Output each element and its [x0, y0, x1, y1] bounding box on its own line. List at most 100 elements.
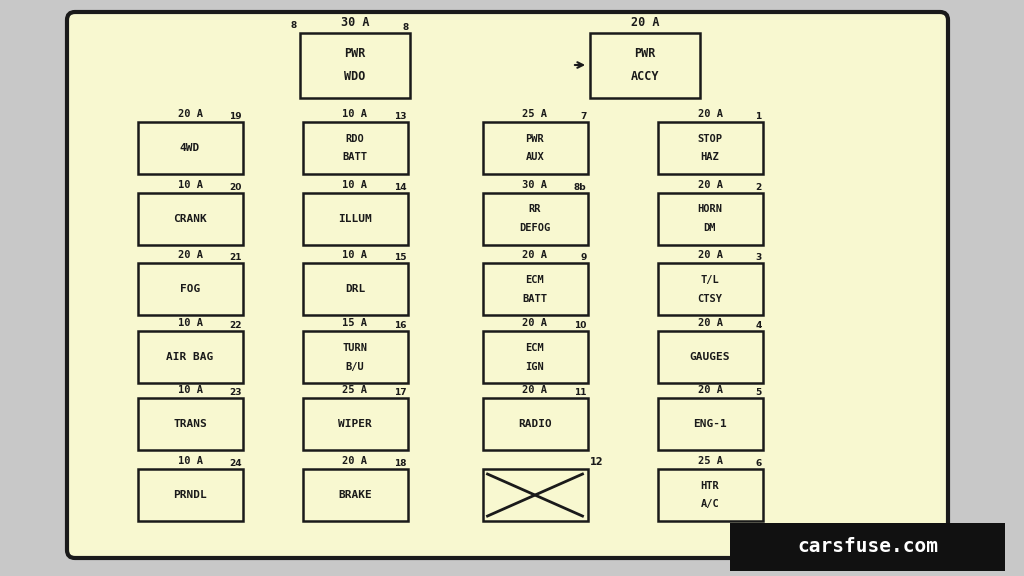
Text: HAZ: HAZ: [700, 153, 720, 162]
Text: 10 A: 10 A: [177, 180, 203, 190]
Text: ENG-1: ENG-1: [693, 419, 727, 429]
Bar: [137, 331, 243, 383]
Text: 14: 14: [394, 183, 407, 192]
Text: 19: 19: [229, 112, 242, 121]
Text: DM: DM: [703, 223, 716, 233]
Text: 24: 24: [229, 459, 242, 468]
Text: ILLUM: ILLUM: [338, 214, 372, 223]
Bar: [482, 397, 588, 450]
Text: 20 A: 20 A: [342, 456, 368, 466]
Text: 8b: 8b: [573, 183, 587, 192]
Bar: [482, 122, 588, 174]
Text: RADIO: RADIO: [518, 419, 552, 429]
Text: 4WD: 4WD: [180, 143, 200, 153]
Text: 23: 23: [229, 388, 242, 397]
Bar: [657, 397, 763, 450]
Text: ACCY: ACCY: [631, 70, 659, 83]
Text: 2: 2: [756, 183, 762, 192]
Bar: [302, 331, 408, 383]
Text: T/L: T/L: [700, 275, 720, 285]
Text: HORN: HORN: [697, 204, 723, 214]
Text: 7: 7: [581, 112, 587, 121]
Text: PWR: PWR: [525, 134, 545, 143]
Text: 3: 3: [756, 253, 762, 262]
Bar: [302, 469, 408, 521]
Text: 12: 12: [590, 457, 603, 467]
Text: 10 A: 10 A: [342, 250, 368, 260]
Text: 20 A: 20 A: [522, 318, 548, 328]
Text: 25 A: 25 A: [697, 456, 723, 466]
Bar: [137, 263, 243, 315]
Bar: [300, 32, 410, 97]
Bar: [302, 122, 408, 174]
Text: GAUGES: GAUGES: [690, 353, 730, 362]
Text: 10 A: 10 A: [342, 109, 368, 119]
Text: ECM: ECM: [525, 275, 545, 285]
Bar: [657, 331, 763, 383]
Text: WDO: WDO: [344, 70, 366, 83]
Text: TURN: TURN: [342, 343, 368, 353]
Text: STOP: STOP: [697, 134, 723, 143]
Text: TRANS: TRANS: [173, 419, 207, 429]
Bar: [657, 263, 763, 315]
Bar: [482, 469, 588, 521]
Text: ECM: ECM: [525, 343, 545, 353]
Text: 17: 17: [394, 388, 407, 397]
Text: PWR: PWR: [344, 47, 366, 60]
Text: AIR BAG: AIR BAG: [166, 353, 214, 362]
Text: 22: 22: [229, 321, 242, 330]
Text: 10 A: 10 A: [342, 180, 368, 190]
Text: DEFOG: DEFOG: [519, 223, 551, 233]
Text: B/U: B/U: [346, 362, 365, 372]
Text: 18: 18: [394, 459, 407, 468]
Bar: [657, 192, 763, 245]
Text: 20 A: 20 A: [697, 318, 723, 328]
Text: 1: 1: [756, 112, 762, 121]
Text: CTSY: CTSY: [697, 294, 723, 304]
Bar: [730, 523, 1005, 571]
Text: 30 A: 30 A: [341, 17, 370, 29]
Bar: [137, 192, 243, 245]
Text: 9: 9: [581, 253, 587, 262]
Text: PWR: PWR: [634, 47, 655, 60]
Bar: [137, 397, 243, 450]
Text: 16: 16: [394, 321, 407, 330]
Bar: [482, 192, 588, 245]
Text: IGN: IGN: [525, 362, 545, 372]
Text: 25 A: 25 A: [522, 109, 548, 119]
Text: 10 A: 10 A: [177, 456, 203, 466]
Text: A/C: A/C: [700, 499, 720, 509]
Text: 6: 6: [756, 459, 762, 468]
Text: 5: 5: [756, 388, 762, 397]
Bar: [137, 469, 243, 521]
Text: CRANK: CRANK: [173, 214, 207, 223]
Text: 20 A: 20 A: [697, 385, 723, 395]
Text: 8: 8: [291, 21, 297, 31]
Bar: [590, 32, 700, 97]
Bar: [302, 192, 408, 245]
Text: 15: 15: [394, 253, 407, 262]
Text: 8: 8: [402, 22, 409, 32]
Text: 20: 20: [229, 183, 242, 192]
Text: HTR: HTR: [700, 481, 720, 491]
Bar: [302, 263, 408, 315]
Text: RR: RR: [528, 204, 542, 214]
Text: 21: 21: [229, 253, 242, 262]
Bar: [302, 397, 408, 450]
Text: FOG: FOG: [180, 284, 200, 294]
Text: PRNDL: PRNDL: [173, 490, 207, 500]
Text: BATT: BATT: [522, 294, 548, 304]
Text: 10 A: 10 A: [177, 318, 203, 328]
Text: 11: 11: [574, 388, 587, 397]
Text: 20 A: 20 A: [697, 180, 723, 190]
Text: BRAKE: BRAKE: [338, 490, 372, 500]
Text: 10: 10: [574, 321, 587, 330]
Text: 20 A: 20 A: [177, 250, 203, 260]
Text: carsfuse.com: carsfuse.com: [797, 537, 938, 556]
Bar: [657, 122, 763, 174]
Text: DRL: DRL: [345, 284, 366, 294]
Text: 30 A: 30 A: [522, 180, 548, 190]
Bar: [482, 263, 588, 315]
Text: 20 A: 20 A: [697, 250, 723, 260]
Text: BATT: BATT: [342, 153, 368, 162]
